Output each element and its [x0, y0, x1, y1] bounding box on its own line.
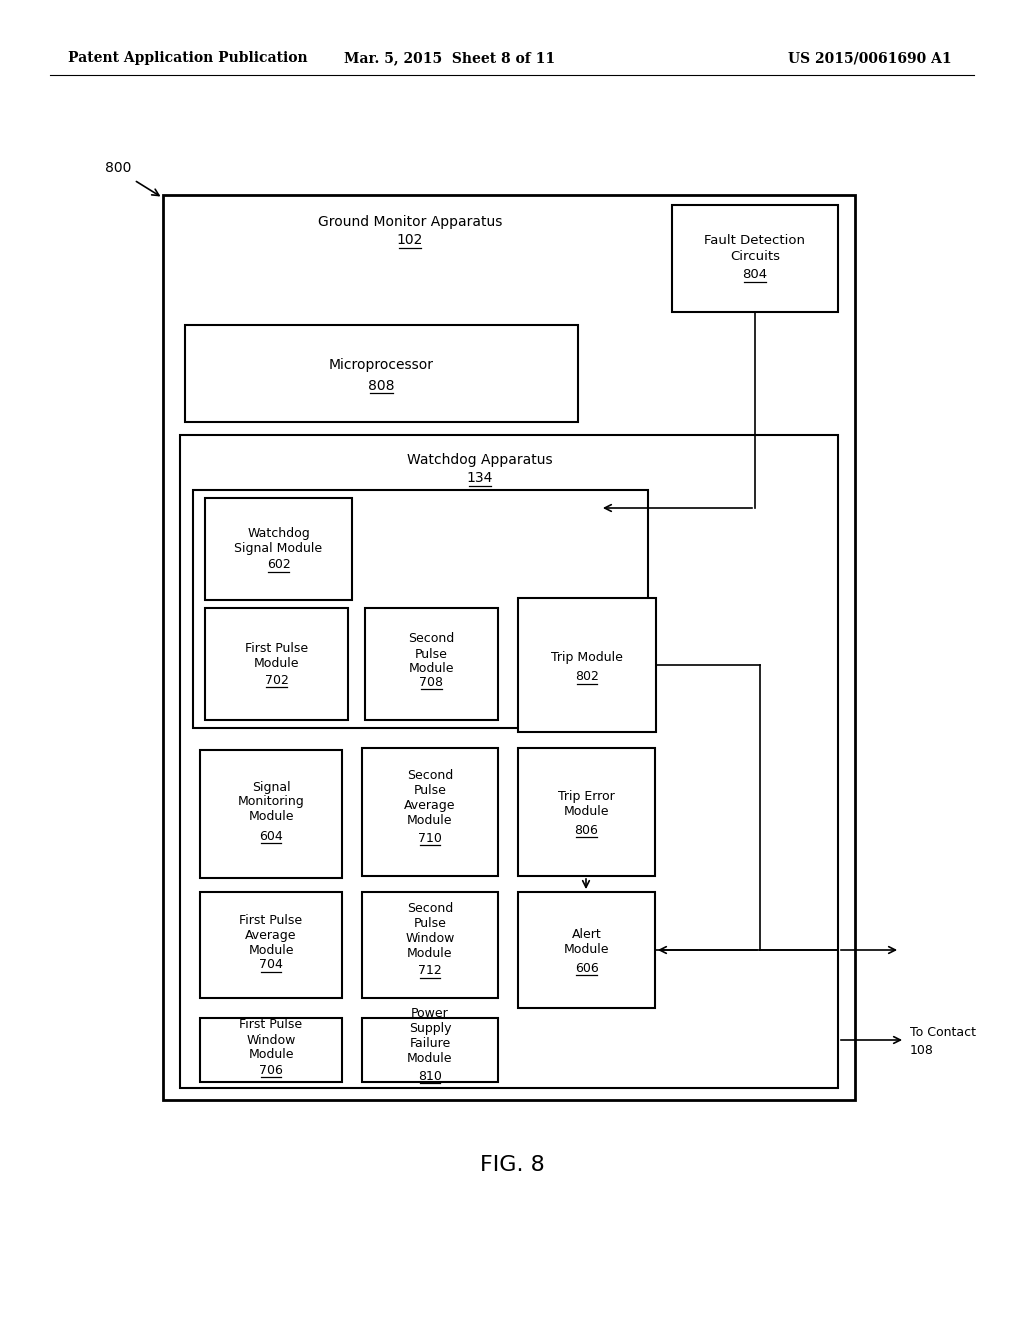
Text: Trip Error
Module: Trip Error Module [558, 789, 614, 818]
Bar [200, 1018, 342, 1082]
Text: Alert
Module: Alert Module [564, 928, 609, 956]
Text: Watchdog
Signal Module: Watchdog Signal Module [234, 527, 323, 554]
Text: Microprocessor: Microprocessor [329, 359, 434, 372]
Text: 604: 604 [259, 829, 283, 842]
Text: Ground Monitor Apparatus: Ground Monitor Apparatus [317, 215, 502, 228]
Bar [180, 436, 838, 1088]
Text: 712: 712 [418, 965, 442, 978]
Text: Signal
Monitoring
Module: Signal Monitoring Module [238, 780, 304, 824]
Text: 708: 708 [420, 676, 443, 689]
Text: 808: 808 [369, 379, 394, 392]
Text: 602: 602 [266, 558, 291, 572]
Text: 710: 710 [418, 832, 442, 845]
Bar [518, 892, 655, 1008]
Text: 706: 706 [259, 1064, 283, 1077]
Bar [193, 490, 648, 729]
Bar [362, 892, 498, 998]
Bar [200, 892, 342, 998]
Text: Second
Pulse
Module: Second Pulse Module [409, 632, 455, 676]
Text: Power
Supply
Failure
Module: Power Supply Failure Module [408, 1007, 453, 1065]
Text: Watchdog Apparatus: Watchdog Apparatus [408, 453, 553, 467]
Text: 800: 800 [104, 161, 131, 176]
Text: 702: 702 [264, 673, 289, 686]
Text: Second
Pulse
Window
Module: Second Pulse Window Module [406, 902, 455, 960]
Bar [185, 325, 578, 422]
Text: FIG. 8: FIG. 8 [479, 1155, 545, 1175]
Bar [518, 598, 656, 733]
Bar [362, 748, 498, 876]
Text: To Contact: To Contact [910, 1026, 976, 1039]
Text: First Pulse
Window
Module: First Pulse Window Module [240, 1019, 302, 1061]
Text: 134: 134 [467, 471, 494, 484]
Text: Trip Module: Trip Module [551, 651, 623, 664]
Text: 802: 802 [575, 671, 599, 684]
Bar [518, 748, 655, 876]
Text: 704: 704 [259, 958, 283, 972]
Text: 606: 606 [574, 961, 598, 974]
Text: 108: 108 [910, 1044, 934, 1056]
Text: Mar. 5, 2015  Sheet 8 of 11: Mar. 5, 2015 Sheet 8 of 11 [344, 51, 556, 65]
Bar [200, 750, 342, 878]
Text: Second
Pulse
Average
Module: Second Pulse Average Module [404, 770, 456, 828]
Bar [672, 205, 838, 312]
Text: 810: 810 [418, 1069, 442, 1082]
Text: 102: 102 [397, 234, 423, 247]
Text: US 2015/0061690 A1: US 2015/0061690 A1 [788, 51, 952, 65]
Bar [362, 1018, 498, 1082]
Text: Fault Detection
Circuits: Fault Detection Circuits [705, 235, 806, 263]
Bar [163, 195, 855, 1100]
Bar [365, 609, 498, 719]
Text: First Pulse
Module: First Pulse Module [245, 642, 308, 671]
Text: Patent Application Publication: Patent Application Publication [68, 51, 307, 65]
Text: 804: 804 [742, 268, 768, 281]
Bar [205, 498, 352, 601]
Text: First Pulse
Average
Module: First Pulse Average Module [240, 913, 302, 957]
Bar [205, 609, 348, 719]
Text: 806: 806 [574, 824, 598, 837]
